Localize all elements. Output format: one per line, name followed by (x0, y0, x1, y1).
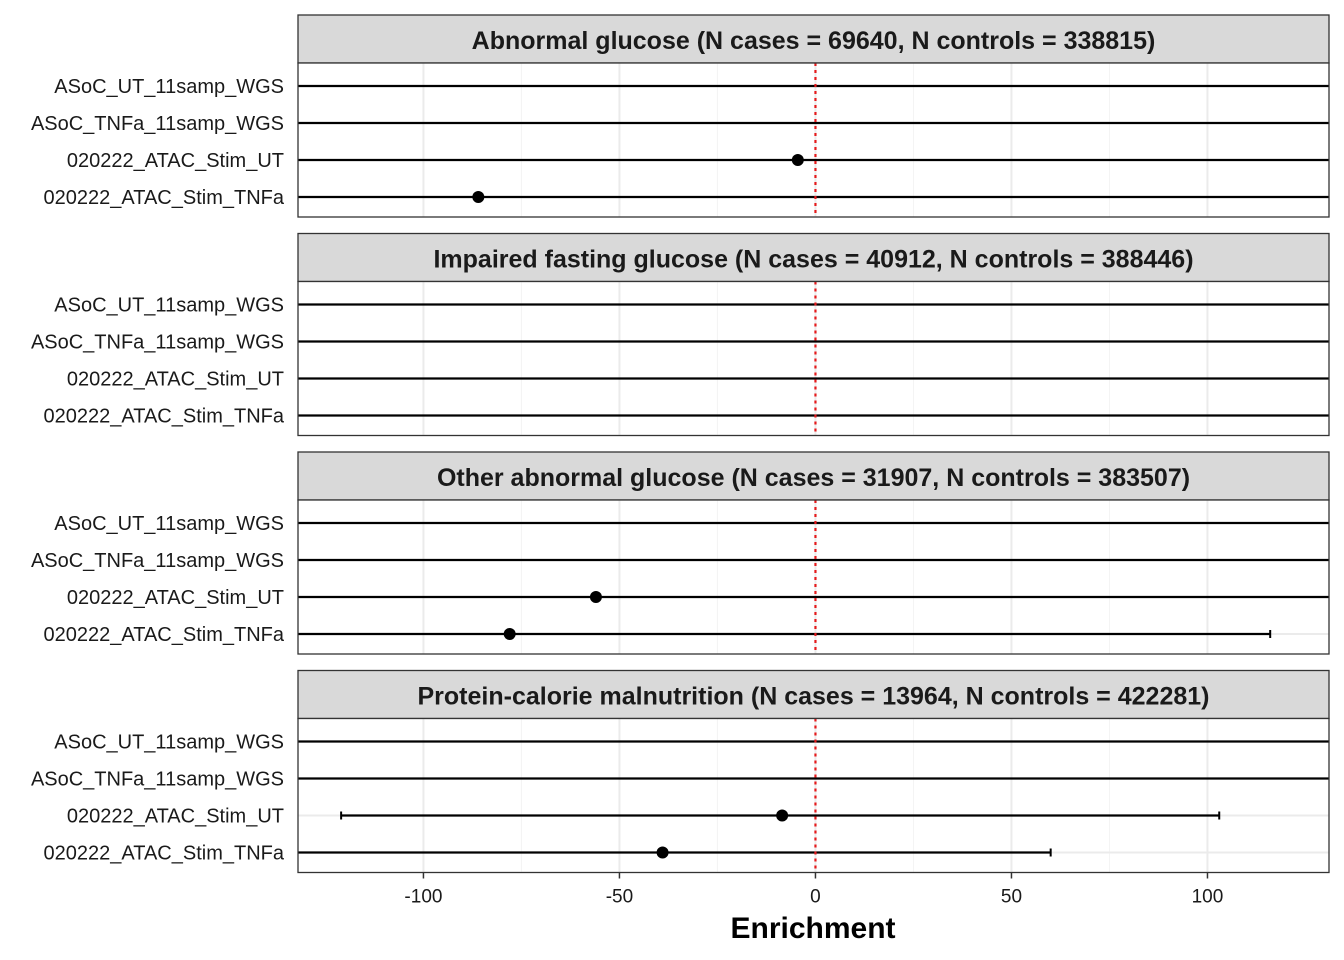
x-axis-title: Enrichment (730, 912, 895, 945)
point-estimate (589, 591, 602, 603)
row-label: ASoC_UT_11samp_WGS (54, 76, 284, 98)
panel-border (297, 62, 1330, 218)
panel-border (297, 717, 1330, 874)
facet-title: Abnormal glucose (N cases = 69640, N con… (472, 27, 1156, 55)
x-tick-label: -50 (606, 887, 633, 908)
row-label: 020222_ATAC_Stim_UT (67, 369, 284, 391)
facet-strip (297, 14, 1330, 64)
panel-background (298, 500, 1329, 654)
point-estimate (472, 191, 485, 203)
panel-background (298, 63, 1329, 217)
x-tick-label: 0 (810, 887, 821, 908)
row-label: 020222_ATAC_Stim_UT (67, 150, 284, 172)
row-label: ASoC_TNFa_11samp_WGS (31, 113, 284, 135)
facet-strip (297, 451, 1330, 501)
row-label: 020222_ATAC_Stim_UT (67, 806, 284, 828)
row-label: ASoC_UT_11samp_WGS (54, 732, 284, 754)
panel-border (297, 499, 1330, 655)
row-label: 020222_ATAC_Stim_TNFa (44, 624, 285, 646)
facet-title: Protein-calorie malnutrition (N cases = … (418, 683, 1210, 711)
point-estimate (776, 809, 789, 822)
x-tick-label: 50 (1001, 887, 1022, 908)
facet-panel: Abnormal glucose (N cases = 69640, N con… (31, 14, 1330, 218)
facets: Abnormal glucose (N cases = 69640, N con… (31, 14, 1330, 874)
row-label: 020222_ATAC_Stim_UT (67, 587, 284, 609)
x-tick-label: -100 (404, 887, 442, 908)
panel-border (297, 280, 1330, 437)
row-label: ASoC_UT_11samp_WGS (54, 513, 284, 535)
row-label: ASoC_TNFa_11samp_WGS (31, 550, 284, 572)
facet-panel: Other abnormal glucose (N cases = 31907,… (31, 451, 1330, 655)
x-axis: -100 -50 0 50 100 (404, 872, 1224, 908)
facet-title: Impaired fasting glucose (N cases = 4091… (433, 246, 1193, 274)
row-label: ASoC_TNFa_11samp_WGS (31, 332, 284, 354)
row-label: ASoC_TNFa_11samp_WGS (31, 769, 284, 791)
row-label: 020222_ATAC_Stim_TNFa (44, 843, 285, 865)
panel-background (298, 718, 1329, 873)
facet-title: Other abnormal glucose (N cases = 31907,… (437, 464, 1190, 492)
row-label: 020222_ATAC_Stim_TNFa (44, 406, 285, 428)
point-estimate (791, 154, 804, 166)
point-estimate (656, 846, 669, 859)
row-label: ASoC_UT_11samp_WGS (54, 295, 284, 317)
facet-panel: Impaired fasting glucose (N cases = 4091… (31, 232, 1330, 437)
facet-panel: Protein-calorie malnutrition (N cases = … (31, 669, 1330, 874)
row-label: 020222_ATAC_Stim_TNFa (44, 187, 285, 209)
x-tick-label: 100 (1192, 887, 1224, 908)
panel-background (298, 281, 1329, 436)
point-estimate (503, 628, 516, 640)
